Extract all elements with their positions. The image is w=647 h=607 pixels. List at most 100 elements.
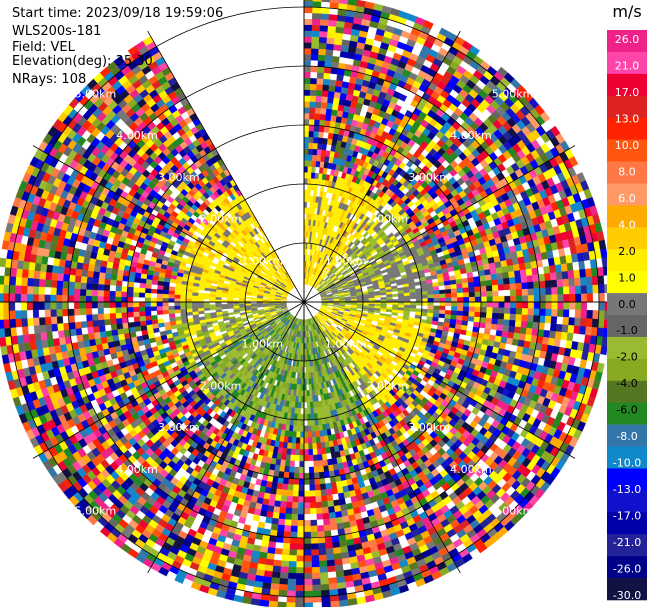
range-gate: [561, 324, 569, 333]
range-gate: [331, 55, 341, 63]
range-gate: [515, 308, 523, 315]
range-gate: [462, 292, 470, 298]
range-gate: [510, 301, 517, 309]
range-gate: [303, 107, 310, 114]
range-gate: [455, 278, 463, 285]
range-gate: [527, 295, 535, 303]
range-gate: [312, 148, 318, 156]
range-gate: [421, 301, 429, 306]
range-gate: [321, 0, 331, 3]
range-gate: [317, 454, 323, 461]
range-gate: [335, 26, 345, 34]
range-gate: [491, 284, 499, 292]
range-gate: [492, 290, 499, 297]
range-gate: [591, 276, 599, 286]
range-gate: [561, 271, 569, 280]
range-gate: [303, 42, 312, 49]
range-gate: [324, 197, 329, 205]
range-gate: [318, 471, 325, 479]
range-gate: [585, 326, 593, 336]
range-gate: [327, 304, 334, 307]
range-gate: [320, 495, 328, 502]
range-gate: [439, 293, 446, 299]
range-gate: [385, 309, 393, 313]
range-gate: [560, 331, 568, 341]
range-gate: [568, 317, 576, 326]
range-gate: [318, 554, 327, 562]
range-gate: [335, 516, 344, 524]
range-gate: [421, 294, 428, 299]
range-gate: [544, 280, 552, 289]
range-gate: [368, 297, 375, 301]
range-gate: [554, 331, 562, 340]
range-gate: [329, 73, 338, 81]
range-gate: [323, 471, 330, 478]
range-gate: [380, 308, 387, 312]
range-gate: [580, 277, 587, 287]
range-gate: [525, 268, 533, 277]
range-gate: [521, 314, 528, 322]
range-gate: [303, 71, 311, 79]
range-gate: [310, 60, 319, 67]
range-gate: [309, 502, 317, 509]
range-gate: [421, 308, 428, 313]
range-gate: [392, 301, 399, 305]
range-gate: [322, 459, 329, 467]
range-gate: [331, 541, 341, 549]
range-gate: [315, 160, 321, 168]
range-gate: [303, 177, 308, 185]
range-gate: [591, 318, 599, 328]
range-gate: [321, 453, 328, 461]
range-gate: [557, 286, 564, 295]
range-gate: [305, 248, 308, 256]
range-gate: [325, 49, 334, 57]
range-gate: [311, 18, 321, 26]
range-gate: [426, 286, 434, 292]
range-gate: [332, 493, 339, 501]
range-gate: [303, 6, 313, 14]
range-gate: [549, 265, 557, 274]
range-gate: [492, 301, 499, 308]
range-gate: [480, 285, 487, 292]
range-gate: [314, 424, 320, 432]
range-gate: [315, 89, 323, 97]
range-gate: [303, 172, 308, 179]
range-gate: [486, 296, 493, 303]
range-gate: [554, 264, 562, 273]
range-gate: [403, 304, 411, 309]
range-gate: [519, 327, 527, 335]
range-gate: [444, 310, 452, 316]
range-gate: [498, 290, 505, 297]
range-gate: [308, 136, 314, 144]
range-gate: [449, 279, 457, 286]
range-gate: [316, 83, 324, 91]
range-gate: [490, 323, 498, 331]
range-gate: [330, 600, 340, 607]
range-gate: [303, 83, 311, 90]
range-gate: [303, 166, 309, 173]
range-gate: [306, 378, 309, 385]
range-gate: [319, 578, 329, 585]
range-gate: [319, 572, 329, 579]
range-gate: [574, 285, 582, 295]
range-gate: [544, 273, 552, 282]
range-gate: [474, 286, 481, 293]
range-gate: [461, 277, 469, 284]
range-gate: [421, 298, 429, 303]
range-gate: [551, 287, 558, 295]
range-gate: [462, 282, 469, 289]
range-gate: [308, 130, 315, 138]
range-gate: [305, 366, 309, 373]
range-gate: [574, 277, 581, 287]
range-gate: [327, 25, 337, 33]
range-gate: [309, 101, 316, 108]
range-gate: [496, 272, 504, 280]
range-gate: [326, 31, 336, 39]
range-gate: [515, 289, 523, 296]
range-gate: [427, 305, 434, 310]
range-gate: [312, 12, 321, 20]
range-gate: [305, 348, 308, 356]
range-gate: [315, 507, 323, 515]
range-gate: [533, 308, 541, 316]
range-gate: [480, 301, 488, 308]
